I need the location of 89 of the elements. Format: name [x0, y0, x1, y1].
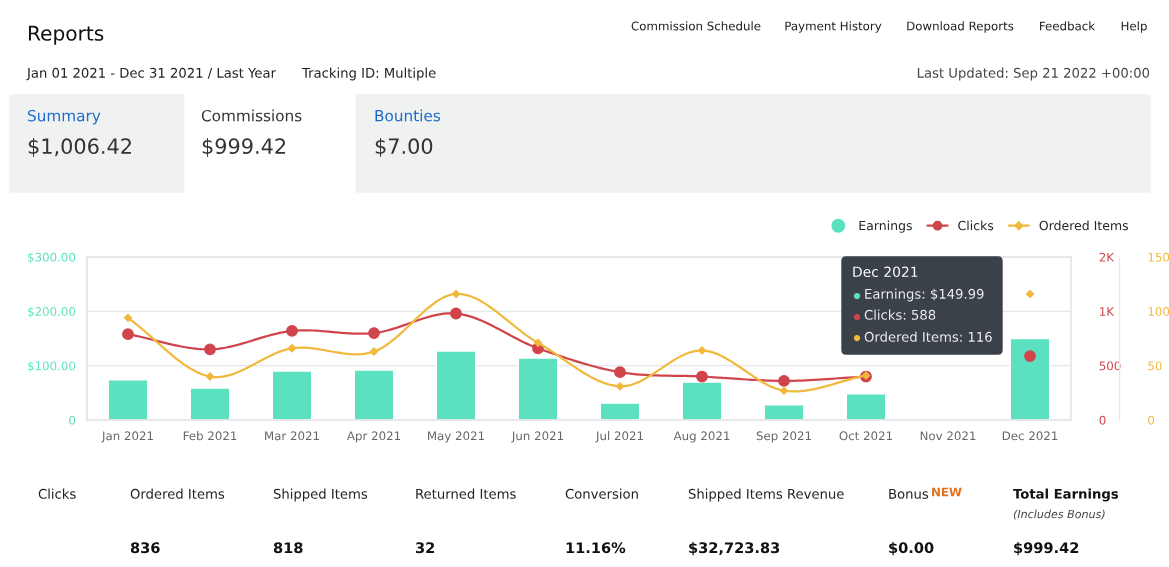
- bar: [353, 369, 395, 420]
- x-tick-label: Dec 2021: [1002, 431, 1058, 441]
- y3-tick-label: 150: [1148, 252, 1169, 262]
- text: NEW: [932, 487, 962, 497]
- text: Payment History: [785, 21, 882, 33]
- y-tick-label: $200.00: [28, 306, 76, 318]
- bar: [845, 393, 887, 420]
- text: Returned Items: [416, 488, 516, 499]
- x-tick-label: Jan 2021: [101, 431, 153, 443]
- annotation: Ordered Items: 116: [864, 331, 992, 342]
- text: 818: [273, 542, 303, 554]
- legend-label: Ordered Items: [1039, 220, 1129, 231]
- x-tick-label: Nov 2021: [920, 431, 976, 441]
- text: Summary: [28, 109, 101, 125]
- y2-tick-label: 0: [1099, 415, 1106, 425]
- text: Shipped Items: [273, 488, 368, 502]
- point: [778, 374, 790, 387]
- x-tick-label: Apr 2021: [346, 431, 401, 443]
- x-tick-label: Feb 2021: [183, 431, 237, 441]
- y2-tick-label: 2K: [1099, 252, 1115, 262]
- point: [286, 324, 298, 337]
- text: Feedback: [1040, 21, 1096, 31]
- text: Ordered Items: [130, 488, 225, 499]
- y-tick-label: 0: [69, 415, 76, 425]
- bar: [1009, 337, 1051, 420]
- point: [368, 327, 380, 339]
- x-tick-label: Mar 2021: [265, 431, 319, 441]
- bar: [681, 381, 723, 420]
- bar: [189, 387, 231, 420]
- text: $32,723.83: [689, 541, 780, 556]
- text: $0.00: [889, 541, 934, 556]
- point: [779, 386, 789, 395]
- x-tick-label: May 2021: [428, 431, 485, 443]
- text: Download Reports: [907, 21, 1014, 33]
- text: $999.42: [202, 137, 286, 157]
- x-tick-label: Jun 2021: [511, 431, 564, 443]
- y3-tick-label: 50: [1148, 361, 1162, 371]
- text: Total Earnings: [1013, 488, 1119, 502]
- text: Clicks: [38, 488, 76, 499]
- text: Jan 01 2021 - Dec 31 2021 / Last Year: [26, 67, 276, 81]
- point: [533, 338, 543, 347]
- text: Shipped Items Revenue: [688, 488, 844, 502]
- y2-tick-label: 500: [1099, 361, 1121, 371]
- bar: [763, 404, 805, 420]
- legend-label: Clicks: [958, 220, 994, 231]
- y3-tick-label: 0: [1148, 415, 1155, 425]
- point: [451, 289, 461, 299]
- annotation: Dec 2021: [853, 266, 918, 278]
- x-tick-label: Jul 2021: [595, 431, 643, 443]
- annotation: Earnings: $149.99: [865, 288, 984, 302]
- y3-tick-label: 100: [1148, 307, 1169, 316]
- legend-label: Earnings: [859, 220, 912, 233]
- point: [122, 328, 134, 341]
- bar: [271, 370, 313, 420]
- text: 32: [415, 542, 435, 554]
- y2-tick-label: 1K: [1100, 307, 1115, 316]
- bar: [435, 350, 477, 420]
- text: Conversion: [565, 488, 638, 499]
- text: $1,006.42: [28, 137, 131, 157]
- text: Bonus: [889, 489, 929, 499]
- point: [615, 382, 625, 391]
- y-tick-label: $100.00: [28, 361, 76, 372]
- bar: [107, 379, 149, 420]
- text: Last Updated: Sep 21 2022 +00:00: [917, 67, 1150, 81]
- point: [287, 344, 297, 353]
- x-tick-label: Sep 2021: [756, 431, 811, 443]
- text: $7.00: [375, 137, 433, 157]
- point: [1024, 350, 1036, 363]
- text: Help: [1121, 21, 1147, 33]
- annotation: Clicks: 588: [864, 309, 936, 320]
- text: Commissions: [201, 109, 302, 122]
- point: [696, 370, 708, 383]
- text: Bounties: [375, 109, 441, 122]
- point: [204, 343, 216, 356]
- text: Reports: [28, 25, 104, 45]
- bar: [517, 357, 559, 420]
- text: Tracking ID: Multiple: [301, 67, 436, 81]
- x-tick-label: Aug 2021: [673, 431, 730, 443]
- text: (Includes Bonus): [1013, 509, 1105, 520]
- text: 11.16%: [566, 542, 626, 554]
- text: $999.42: [1014, 541, 1079, 556]
- text: Commission Schedule: [631, 21, 761, 31]
- point: [614, 366, 626, 379]
- bar: [599, 402, 641, 420]
- point: [123, 313, 133, 322]
- x-tick-label: Oct 2021: [839, 431, 893, 441]
- text: 836: [130, 542, 160, 554]
- y-tick-label: $300.00: [28, 252, 76, 264]
- point: [450, 307, 462, 320]
